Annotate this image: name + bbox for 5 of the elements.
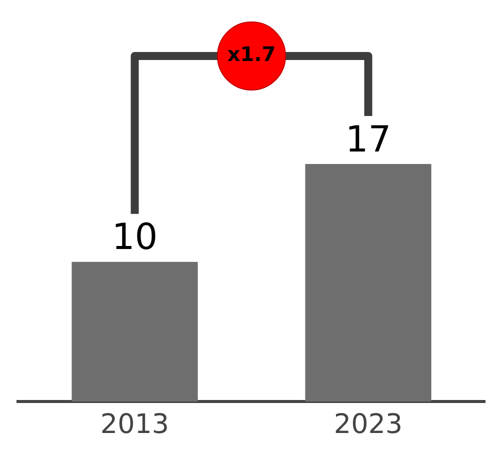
- x-tick-label: 2013: [100, 408, 170, 440]
- text: x1.7: [227, 42, 276, 66]
- data-label: 17: [345, 119, 392, 160]
- x-tick-label: 2023: [334, 408, 403, 440]
- data-label: 10: [112, 217, 158, 258]
